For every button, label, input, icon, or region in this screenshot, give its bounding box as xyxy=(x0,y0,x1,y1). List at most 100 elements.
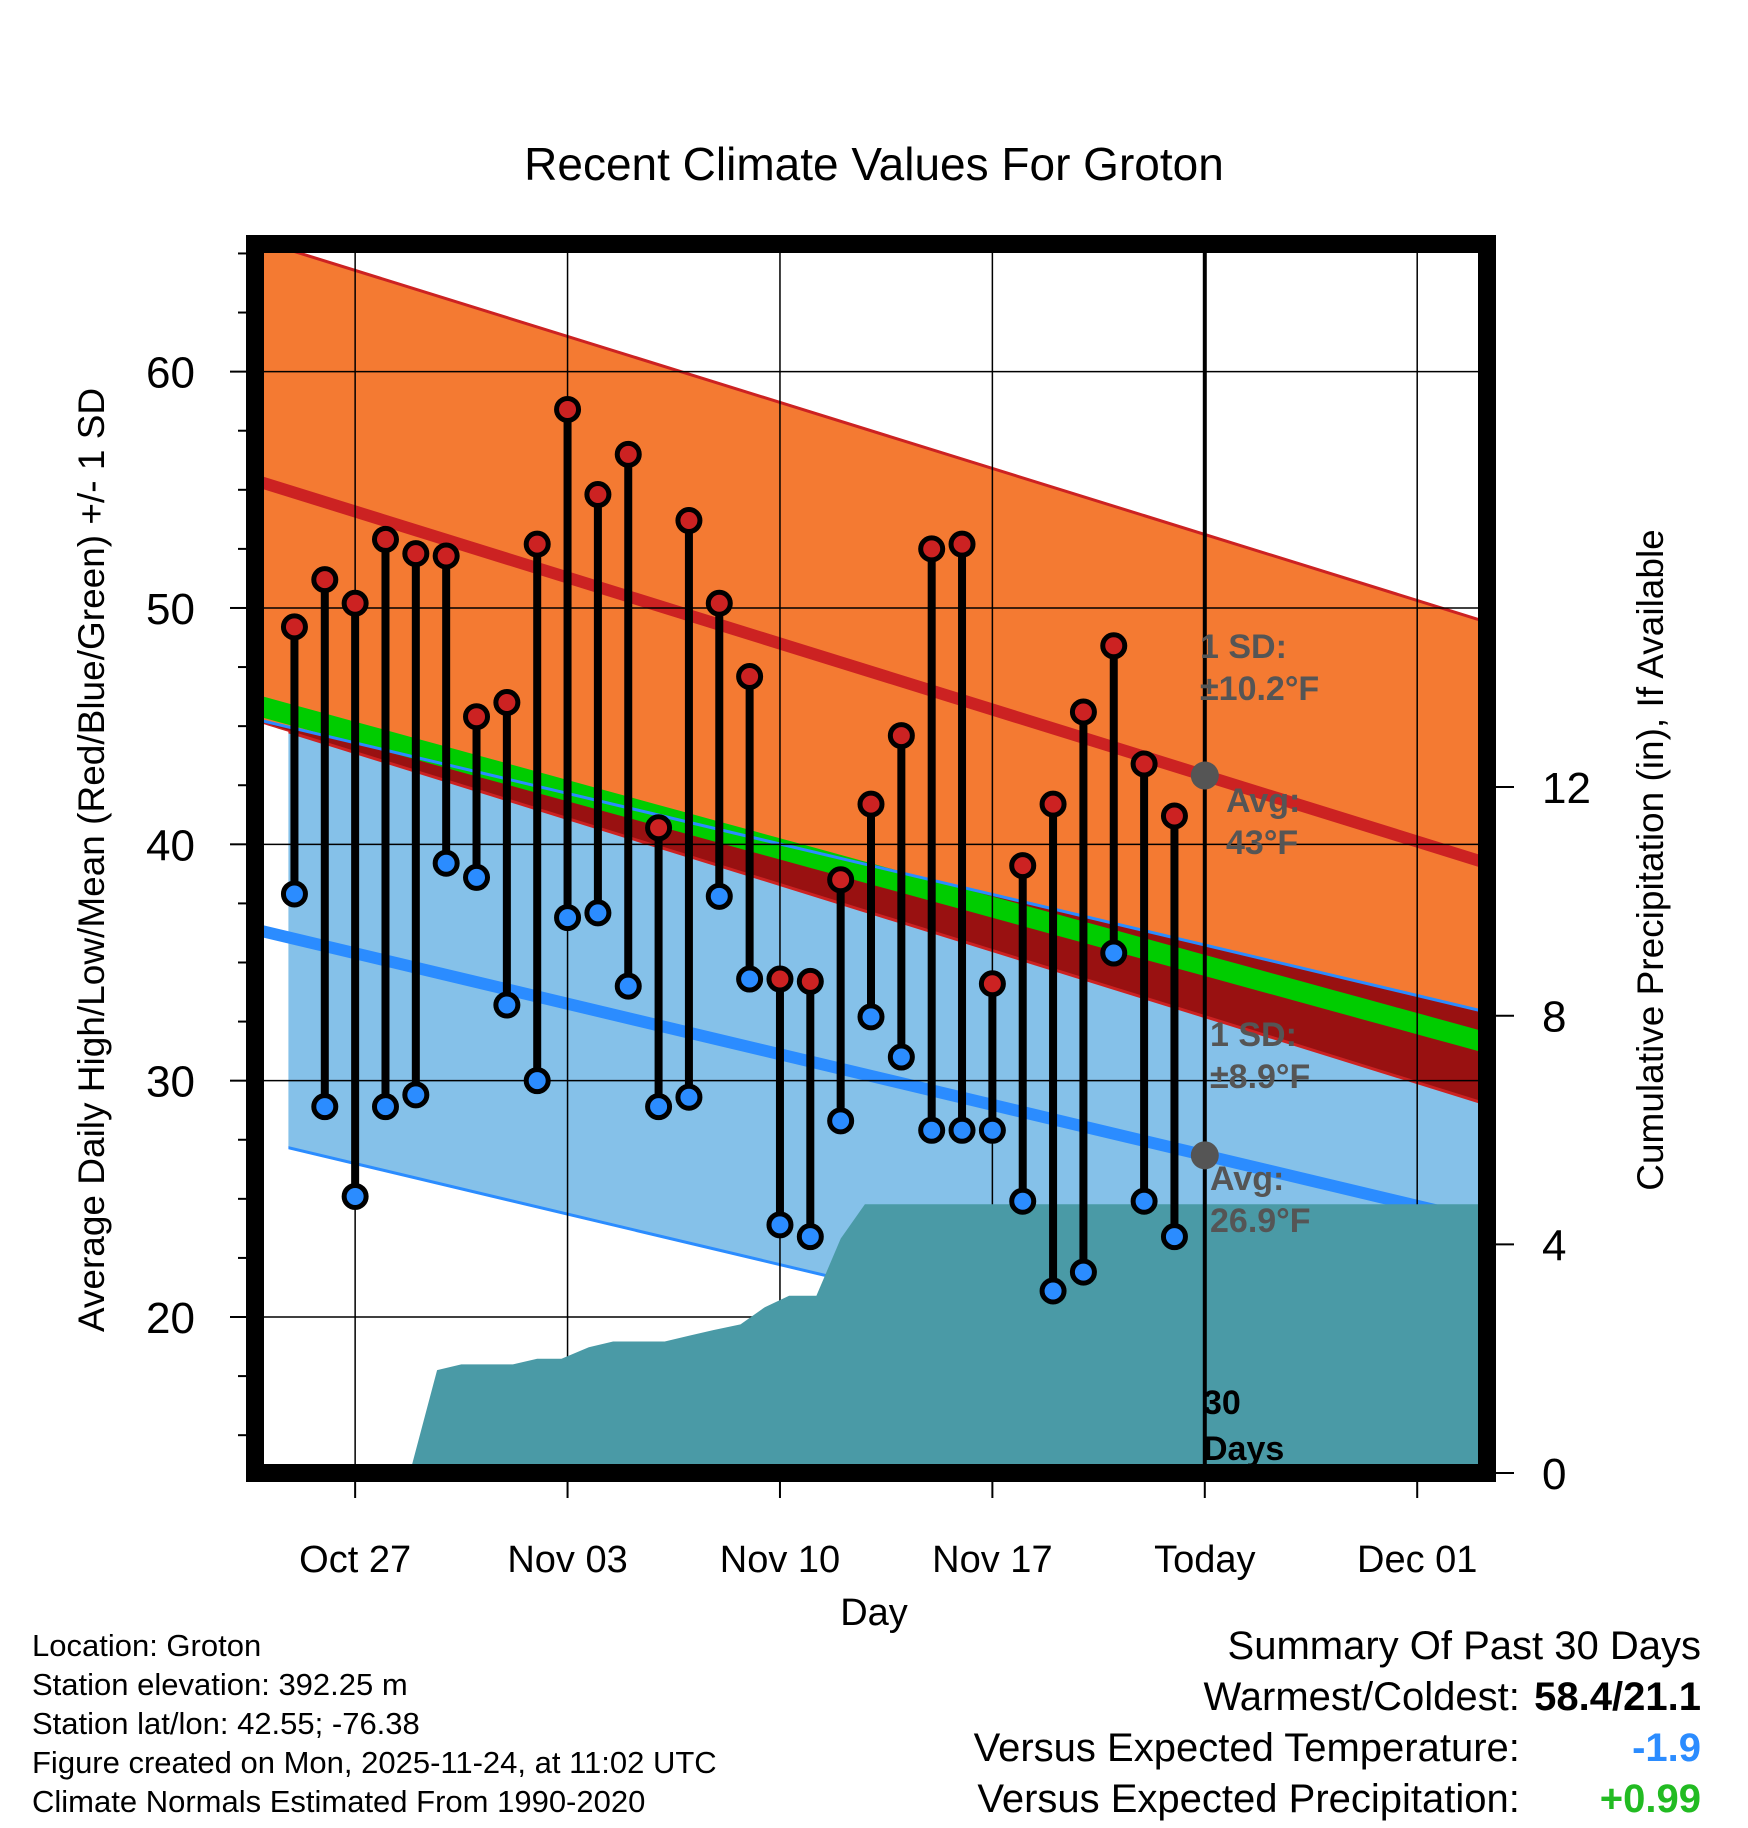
warmest-value: 58.4/21.1 xyxy=(1534,1675,1701,1719)
daily-low-point xyxy=(1039,1277,1067,1305)
daily-low-point xyxy=(978,1116,1006,1144)
y-tick-label: 40 xyxy=(146,821,195,870)
daily-high-point xyxy=(1069,698,1097,726)
daily-low-point xyxy=(1069,1258,1097,1286)
info-created: Figure created on Mon, 2025-11-24, at 11… xyxy=(32,1745,717,1780)
x-tick-label: Nov 10 xyxy=(720,1539,840,1581)
daily-low-point xyxy=(948,1116,976,1144)
summary-precip-row: Versus Expected Precipitation: +0.99 xyxy=(974,1774,1701,1825)
daily-high-point xyxy=(280,613,308,641)
normal-low-line xyxy=(255,923,1487,1229)
x-tick-label: Dec 01 xyxy=(1357,1539,1477,1581)
daily-high-point xyxy=(978,970,1006,998)
x-tick-label: Today xyxy=(1154,1539,1255,1581)
low-sd-line2: ±8.9°F xyxy=(1210,1058,1310,1096)
low-avg-line2: 26.9°F xyxy=(1210,1202,1311,1240)
daily-high-point xyxy=(523,530,551,558)
daily-low-point xyxy=(1130,1187,1158,1215)
info-normals: Climate Normals Estimated From 1990-2020 xyxy=(32,1784,646,1819)
y2-tick-label: 4 xyxy=(1542,1221,1566,1270)
low-avg-line1: Avg: xyxy=(1210,1160,1284,1198)
daily-high-point xyxy=(311,566,339,594)
daily-low-point xyxy=(1100,939,1128,967)
daily-high-point xyxy=(493,689,521,717)
days-annotation: 30 Days xyxy=(1203,1384,1284,1468)
daily-high-point xyxy=(1009,852,1037,880)
x-tick-label: Oct 27 xyxy=(299,1539,411,1581)
precip-label: Versus Expected Precipitation: xyxy=(977,1777,1520,1821)
precip-value: +0.99 xyxy=(1599,1777,1701,1821)
summary-temp-row: Versus Expected Temperature: -1.9 xyxy=(974,1723,1701,1774)
annotations: 1 SD: ±10.2°F Avg: 43°F 1 SD: ±8.9°F Avg… xyxy=(1200,628,1319,1468)
low-avg-annotation: Avg: 26.9°F xyxy=(1210,1160,1311,1240)
plot-area xyxy=(255,244,1487,1473)
daily-low-point xyxy=(371,1093,399,1121)
daily-high-point xyxy=(371,525,399,553)
daily-high-point xyxy=(341,589,369,617)
high-avg-line1: Avg: xyxy=(1226,782,1300,820)
plot-frame xyxy=(246,235,1496,1482)
daily-low-point xyxy=(1009,1187,1037,1215)
daily-high-point xyxy=(918,535,946,563)
y-tick-label: 30 xyxy=(146,1058,195,1107)
warmest-label: Warmest/Coldest: xyxy=(1203,1675,1520,1719)
high-sd-line2: ±10.2°F xyxy=(1200,670,1319,708)
high-avg-marker xyxy=(1190,761,1219,790)
high-sd-annotation: 1 SD: ±10.2°F xyxy=(1200,628,1319,708)
daily-high-point xyxy=(1100,632,1128,660)
station-info: Location: Groton Station elevation: 392.… xyxy=(32,1626,717,1821)
daily-high-point xyxy=(463,703,491,731)
daily-high-point xyxy=(554,395,582,423)
daily-low-point xyxy=(584,899,612,927)
daily-high-point xyxy=(402,540,430,568)
days-line1: 30 xyxy=(1203,1384,1241,1422)
daily-high-point xyxy=(948,530,976,558)
days-line2: Days xyxy=(1203,1430,1284,1468)
daily-low-point xyxy=(796,1223,824,1251)
summary-panel: Summary Of Past 30 Days Warmest/Coldest:… xyxy=(974,1621,1701,1825)
daily-high-point xyxy=(675,507,703,535)
low-sd-annotation: 1 SD: ±8.9°F xyxy=(1210,1016,1310,1096)
daily-low-point xyxy=(1160,1223,1188,1251)
info-elevation: Station elevation: 392.25 m xyxy=(32,1667,408,1702)
daily-low-point xyxy=(887,1043,915,1071)
daily-low-point xyxy=(341,1182,369,1210)
daily-high-point xyxy=(432,542,460,570)
daily-high-point xyxy=(736,663,764,691)
daily-high-point xyxy=(1130,750,1158,778)
daily-high-point xyxy=(796,967,824,995)
daily-low-point xyxy=(463,863,491,891)
info-latlon: Station lat/lon: 42.55; -76.38 xyxy=(32,1706,420,1741)
daily-high-point xyxy=(887,722,915,750)
daily-high-point xyxy=(1160,802,1188,830)
high-sd-line1: 1 SD: xyxy=(1200,628,1287,666)
axes: 20 30 40 50 60 0 4 8 12 Oct 27 Nov 03 Nov 10 Nov 17 T… xyxy=(146,235,1591,1581)
daily-high-point xyxy=(857,790,885,818)
daily-low-point xyxy=(554,904,582,932)
x-tick-label: Nov 17 xyxy=(932,1539,1052,1581)
daily-high-point xyxy=(1039,790,1067,818)
summary-warmest-row: Warmest/Coldest: 58.4/21.1 xyxy=(974,1672,1702,1723)
y2-tick-label: 8 xyxy=(1542,993,1566,1042)
daily-low-point xyxy=(311,1093,339,1121)
x-tick-label: Nov 03 xyxy=(507,1539,627,1581)
normal-high-line xyxy=(255,474,1487,869)
x-axis-label: Day xyxy=(840,1592,908,1634)
daily-low-point xyxy=(402,1081,430,1109)
daily-low-point xyxy=(614,972,642,1000)
daily-high-point xyxy=(766,965,794,993)
high-avg-annotation: Avg: 43°F xyxy=(1226,782,1310,862)
daily-low-point xyxy=(918,1116,946,1144)
y2-tick-label: 0 xyxy=(1542,1450,1566,1499)
daily-low-point xyxy=(857,1003,885,1031)
y-tick-label: 60 xyxy=(146,349,195,398)
y-axis-label: Average Daily High/Low/Mean (Red/Blue/Gr… xyxy=(71,388,112,1332)
daily-high-point xyxy=(614,440,642,468)
daily-low-point xyxy=(523,1067,551,1095)
info-location: Location: Groton xyxy=(32,1628,262,1663)
daily-high-point xyxy=(645,814,673,842)
precip-area xyxy=(409,1204,1487,1473)
high-upper-sd-line xyxy=(265,244,1487,624)
summary-title: Summary Of Past 30 Days xyxy=(1227,1624,1701,1668)
y2-axis-label: Cumulative Precipitation (in), If Availa… xyxy=(1630,529,1671,1191)
